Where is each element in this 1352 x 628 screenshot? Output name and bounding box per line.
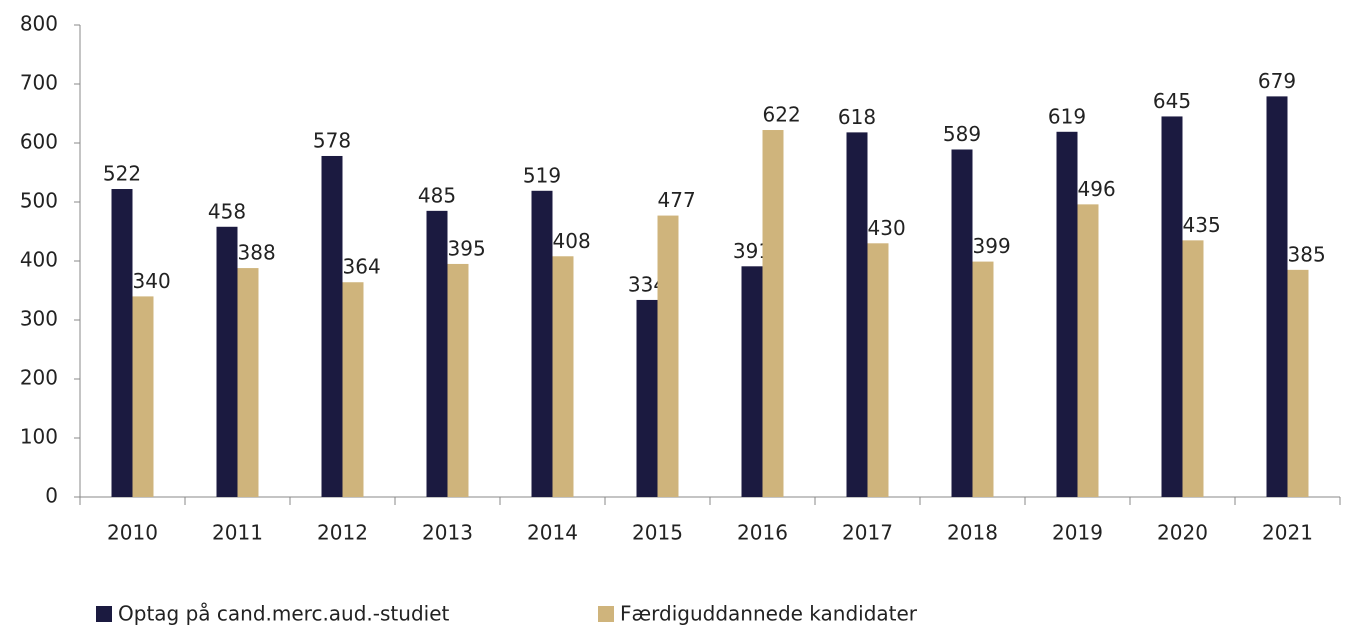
data-label: 618 bbox=[838, 105, 876, 129]
data-label: 485 bbox=[418, 183, 456, 207]
bar bbox=[951, 149, 973, 498]
y-tick-label: 400 bbox=[20, 248, 58, 272]
bar bbox=[762, 130, 784, 497]
bar bbox=[1287, 269, 1309, 497]
legend-swatch bbox=[598, 606, 614, 622]
bar bbox=[867, 243, 889, 497]
data-label: 619 bbox=[1048, 104, 1086, 128]
data-label: 408 bbox=[553, 229, 591, 253]
bar bbox=[1077, 204, 1099, 498]
bar bbox=[321, 155, 343, 498]
data-label: 496 bbox=[1078, 177, 1116, 201]
x-tick-label: 2013 bbox=[422, 521, 473, 545]
data-label: 589 bbox=[943, 122, 981, 146]
bar bbox=[972, 261, 994, 497]
data-label: 395 bbox=[448, 236, 486, 260]
x-tick-label: 2017 bbox=[842, 521, 893, 545]
bar bbox=[1056, 131, 1078, 498]
x-tick-label: 2016 bbox=[737, 521, 788, 545]
bar bbox=[132, 296, 154, 497]
bar bbox=[1266, 96, 1288, 497]
x-tick-label: 2015 bbox=[632, 521, 683, 545]
bar bbox=[111, 189, 133, 497]
x-tick-label: 2018 bbox=[947, 521, 998, 545]
y-tick-label: 600 bbox=[20, 130, 58, 154]
legend-label: Færdiguddannede kandidater bbox=[620, 602, 918, 626]
data-label: 430 bbox=[868, 216, 906, 240]
data-label: 522 bbox=[103, 162, 141, 186]
data-label: 399 bbox=[973, 234, 1011, 258]
x-tick-label: 2021 bbox=[1262, 521, 1313, 545]
data-label: 519 bbox=[523, 163, 561, 187]
x-tick-label: 2019 bbox=[1052, 521, 1103, 545]
bar bbox=[237, 268, 259, 497]
data-label: 364 bbox=[343, 255, 381, 279]
bar bbox=[846, 132, 868, 497]
data-label: 458 bbox=[208, 199, 246, 223]
x-tick-label: 2011 bbox=[212, 521, 263, 545]
data-label: 477 bbox=[658, 188, 696, 212]
y-tick-label: 800 bbox=[20, 12, 58, 36]
data-label: 645 bbox=[1153, 89, 1191, 113]
x-tick-label: 2020 bbox=[1157, 521, 1208, 545]
x-tick-label: 2014 bbox=[527, 521, 578, 545]
y-tick-label: 200 bbox=[20, 366, 58, 390]
x-tick-label: 2012 bbox=[317, 521, 368, 545]
y-tick-label: 300 bbox=[20, 307, 58, 331]
y-tick-label: 0 bbox=[45, 484, 58, 508]
bar bbox=[636, 299, 658, 497]
bar bbox=[342, 282, 364, 497]
bar bbox=[531, 190, 553, 498]
data-label: 435 bbox=[1183, 213, 1221, 237]
y-tick-label: 700 bbox=[20, 71, 58, 95]
data-label: 340 bbox=[133, 269, 171, 293]
bar bbox=[426, 210, 448, 497]
bar bbox=[1161, 116, 1183, 497]
data-label: 622 bbox=[763, 103, 801, 127]
bar bbox=[1182, 240, 1204, 497]
legend-label: Optag på cand.merc.aud.-studiet bbox=[118, 602, 449, 626]
data-label: 679 bbox=[1258, 69, 1296, 93]
bar bbox=[552, 256, 574, 497]
data-label: 578 bbox=[313, 128, 351, 152]
y-tick-label: 500 bbox=[20, 189, 58, 213]
y-tick-label: 100 bbox=[20, 425, 58, 449]
bar bbox=[657, 215, 679, 497]
legend-swatch bbox=[96, 606, 112, 622]
bar bbox=[741, 266, 763, 497]
bar bbox=[447, 263, 469, 497]
x-tick-label: 2010 bbox=[107, 521, 158, 545]
bar bbox=[216, 226, 238, 497]
data-label: 385 bbox=[1288, 242, 1326, 266]
data-label: 388 bbox=[238, 241, 276, 265]
